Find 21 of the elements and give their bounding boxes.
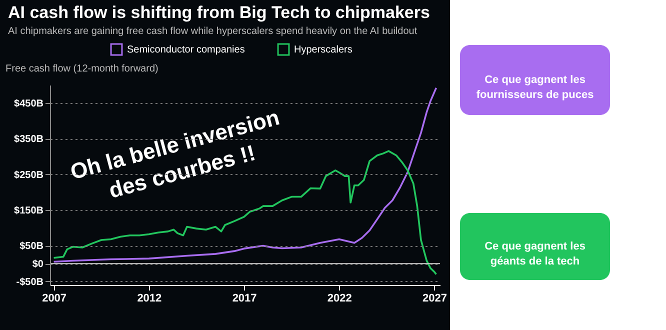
text: Ce que gagnent les fournisseurs de puces: [476, 74, 594, 101]
x-tick-label: 2027: [422, 292, 448, 304]
y-tick-label: -$50B: [16, 276, 44, 288]
y-tick-label: $250B: [14, 170, 44, 181]
legend-label: Semiconductor companies: [127, 44, 245, 56]
text: Ce que gagnent les géants de la tech: [484, 240, 586, 268]
x-tick-label: 2007: [42, 292, 67, 304]
line-series: [52, 86, 438, 263]
chart-subtitle: AI chipmakers are gaining free cash flow while hyperscalers spend heavily on the AI buildout: [8, 26, 418, 37]
y-tick-label: $0: [32, 259, 44, 270]
y-tick-label: $350B: [14, 134, 44, 146]
x-tick-label: 2012: [137, 292, 162, 304]
y-tick-label: $150B: [14, 206, 44, 216]
y-tick-label: $450B: [14, 98, 44, 110]
annotation: Oh la belle inversion des courbes !!: [68, 104, 282, 204]
x-tick-label: 2017: [232, 292, 257, 304]
chart-title: AI cash flow is shifting from Big Tech to chipmakers: [8, 3, 430, 22]
y-axis-title: Free cash flow (12-month forward): [6, 64, 158, 74]
x-tick-label: 2022: [327, 292, 352, 304]
legend-label: Hyperscalers: [294, 44, 352, 56]
y-tick-label: $50B: [20, 241, 44, 252]
